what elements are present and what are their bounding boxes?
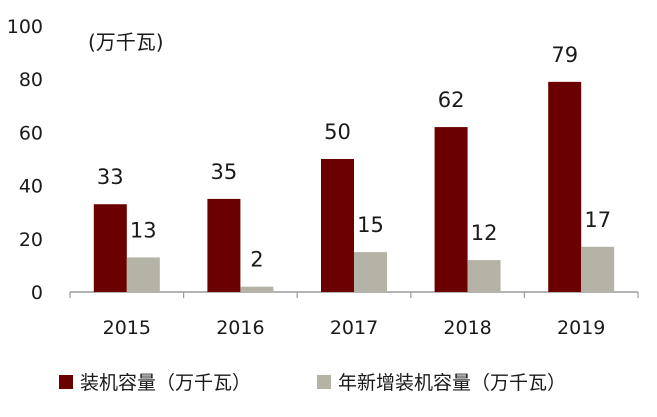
legend: 装机容量（万千瓦） 年新增装机容量（万千瓦） <box>59 372 566 394</box>
bars-group <box>93 81 615 292</box>
unit-label: (万千瓦) <box>88 30 164 54</box>
bar-new-capacity <box>126 257 160 292</box>
data-label-installed-capacity: 62 <box>438 88 465 112</box>
bar-installed-capacity <box>548 81 582 292</box>
bar-new-capacity <box>354 252 387 292</box>
bar-installed-capacity <box>93 204 127 292</box>
data-label-new-capacity: 13 <box>130 218 157 242</box>
legend-swatch-installed-capacity <box>59 375 73 389</box>
data-label-new-capacity: 12 <box>471 221 498 245</box>
data-label-new-capacity: 2 <box>250 248 263 272</box>
bar-new-capacity <box>581 246 615 292</box>
data-label-new-capacity: 15 <box>357 213 384 237</box>
x-tick-label: 2017 <box>330 317 378 339</box>
legend-label-installed-capacity: 装机容量（万千瓦） <box>80 372 251 394</box>
data-label-installed-capacity: 35 <box>211 160 238 184</box>
x-tick-label: 2018 <box>443 317 491 339</box>
x-tick-label: 2015 <box>103 317 151 339</box>
x-tick-label: 2019 <box>557 317 605 339</box>
x-axis: 2015 2016 2017 2018 2019 <box>69 291 639 339</box>
data-label-installed-capacity: 79 <box>551 43 578 67</box>
x-tick-label: 2016 <box>216 317 264 339</box>
data-label-installed-capacity: 50 <box>324 120 351 144</box>
y-tick-label: 80 <box>19 69 43 91</box>
y-tick-label: 60 <box>19 122 43 144</box>
y-tick-label: 40 <box>19 176 43 198</box>
y-tick-label: 20 <box>19 229 43 251</box>
bar-new-capacity <box>467 260 501 292</box>
legend-swatch-new-capacity <box>317 375 331 389</box>
data-labels-group: 33 13 35 2 50 15 62 12 79 17 <box>97 43 611 272</box>
legend-label-new-capacity: 年新增装机容量（万千瓦） <box>338 372 566 394</box>
y-tick-label: 0 <box>31 282 43 304</box>
y-tick-label: 100 <box>7 16 43 38</box>
bar-installed-capacity <box>434 127 468 292</box>
data-label-installed-capacity: 33 <box>97 165 124 189</box>
bar-installed-capacity <box>321 159 354 292</box>
bar-new-capacity <box>240 286 274 292</box>
data-label-new-capacity: 17 <box>584 208 611 232</box>
y-axis: 0 20 40 60 80 100 <box>7 16 43 304</box>
bar-installed-capacity <box>207 198 241 292</box>
